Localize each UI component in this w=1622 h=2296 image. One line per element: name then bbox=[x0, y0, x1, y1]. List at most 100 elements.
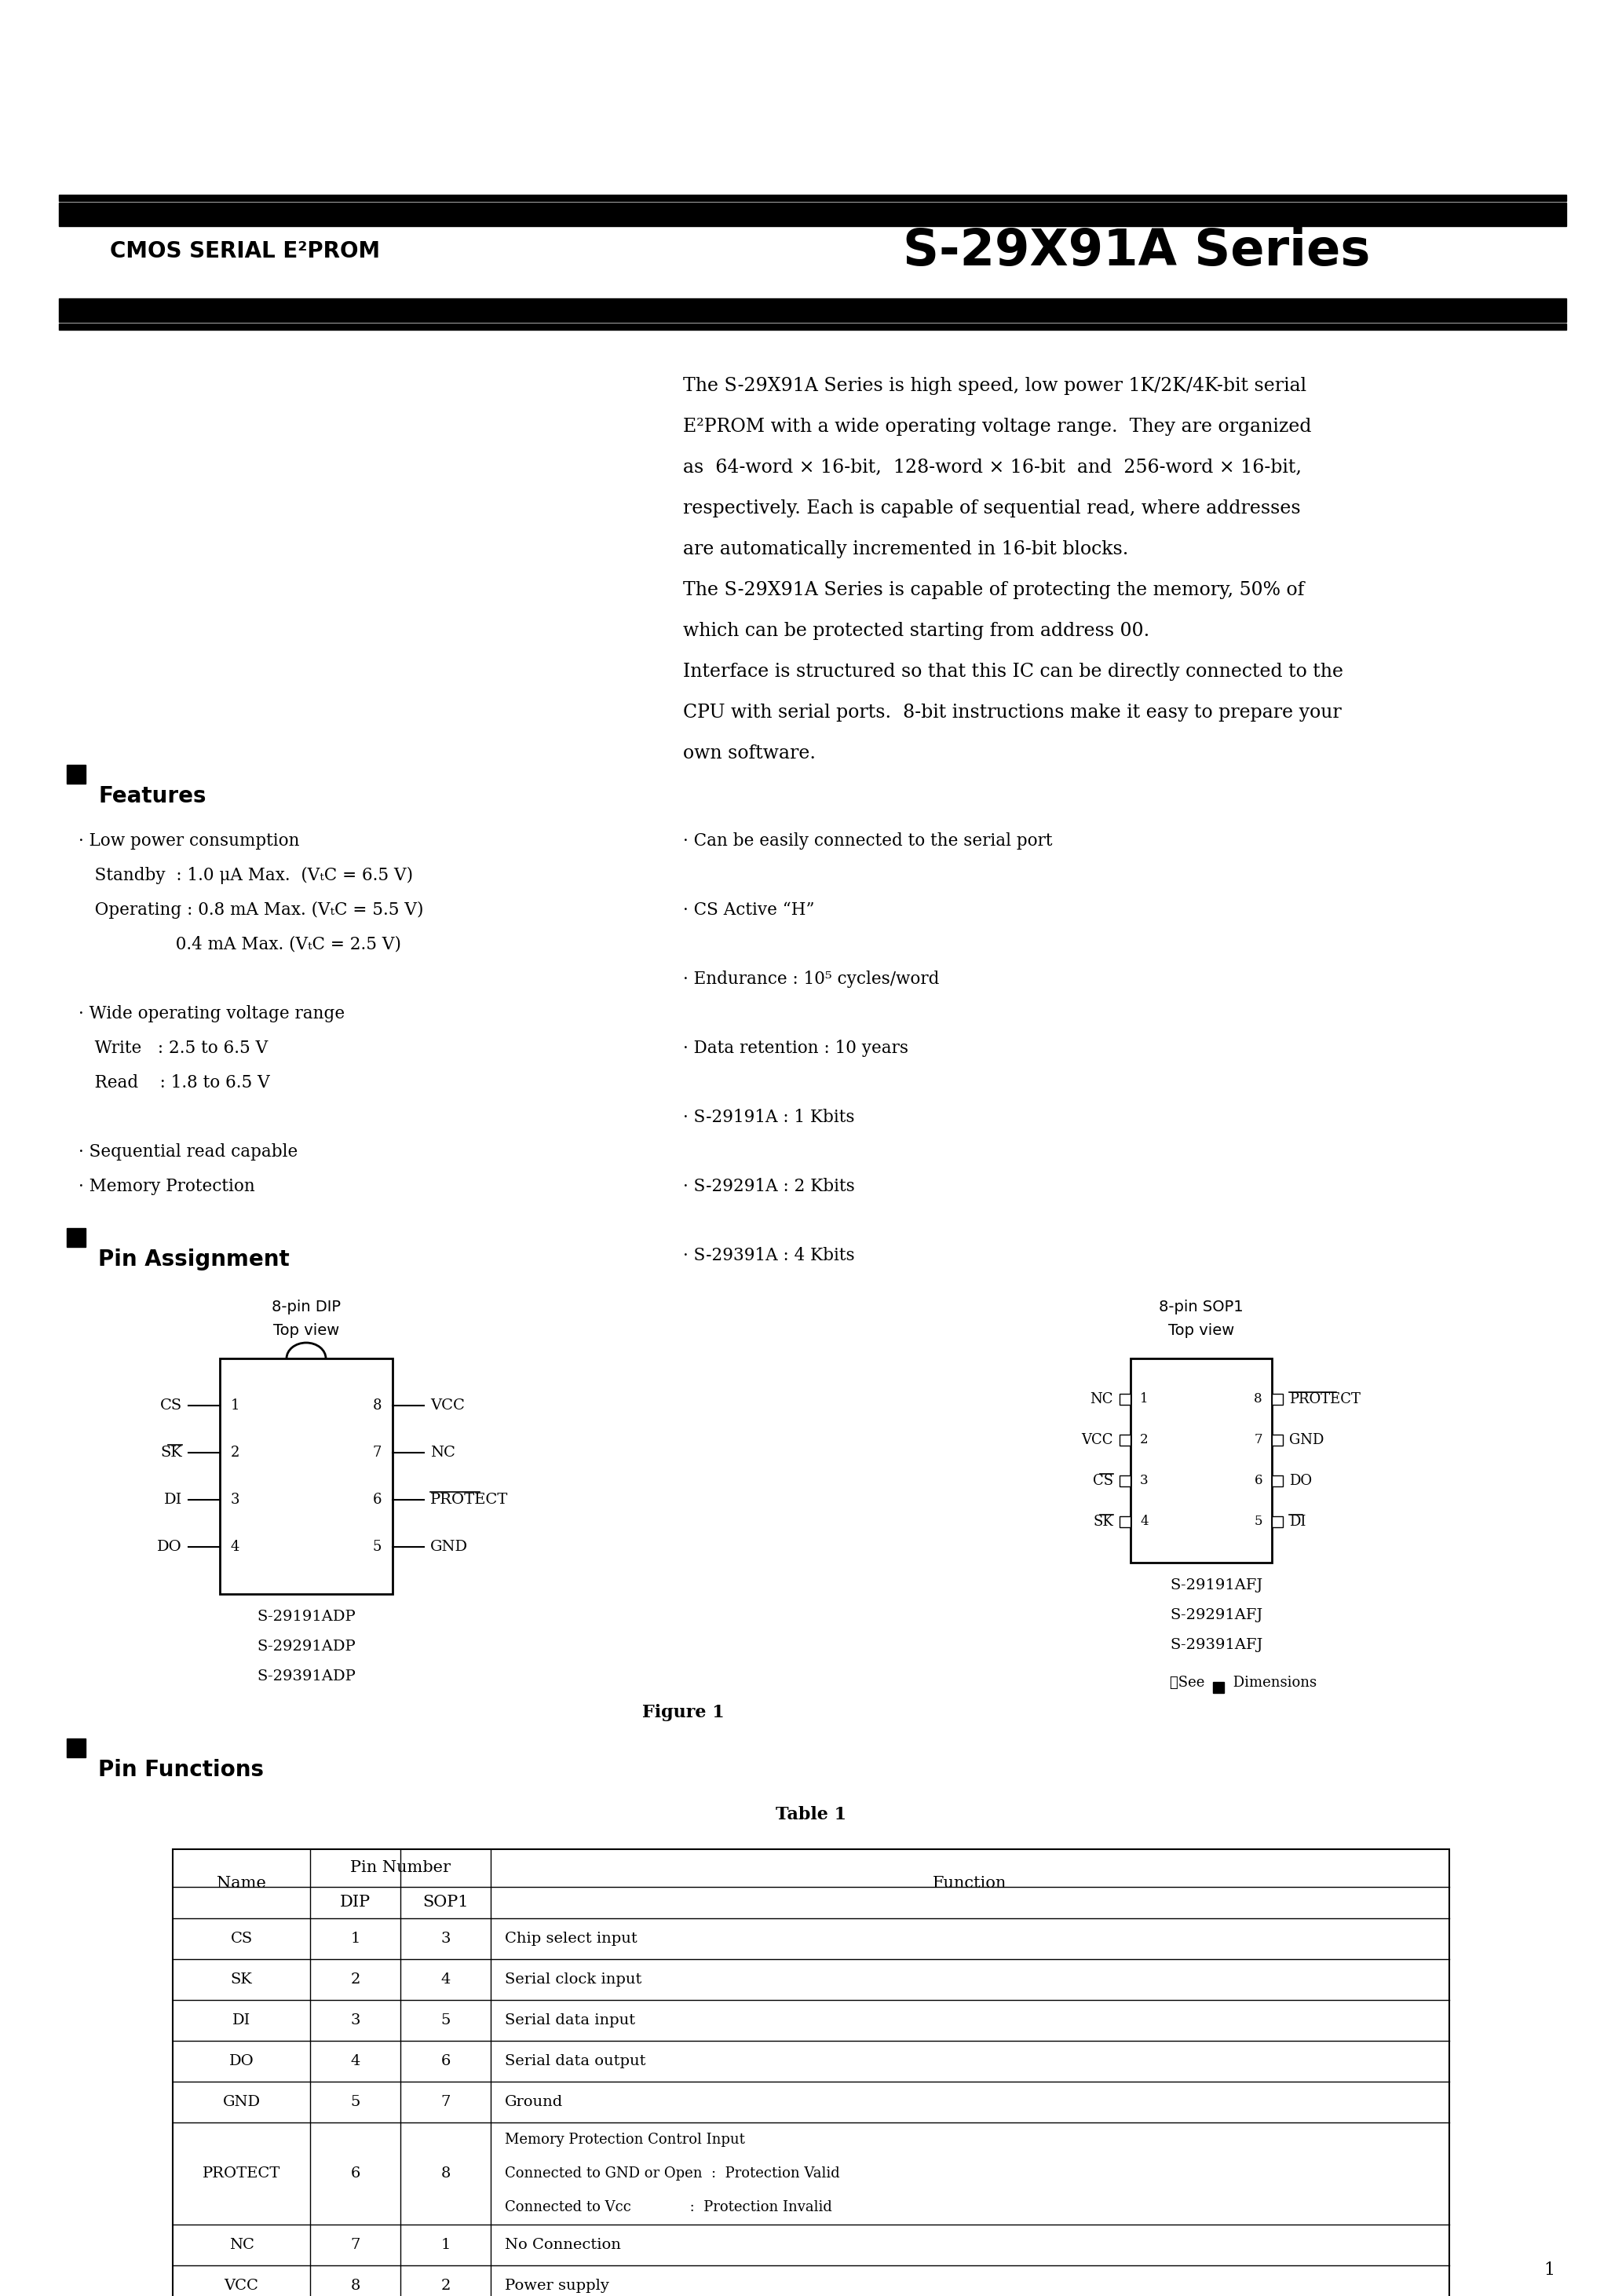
Text: S-29291ADP: S-29291ADP bbox=[256, 1639, 355, 1653]
Text: 6: 6 bbox=[1254, 1474, 1262, 1488]
Text: Serial data output: Serial data output bbox=[504, 2055, 646, 2069]
Bar bbox=[172, 1848, 1450, 2296]
Text: DO: DO bbox=[229, 2055, 255, 2069]
Bar bbox=[1272, 1394, 1283, 1405]
Text: S-29391ADP: S-29391ADP bbox=[256, 1669, 355, 1683]
Text: SOP1: SOP1 bbox=[422, 1894, 469, 1910]
Text: CMOS SERIAL E²PROM: CMOS SERIAL E²PROM bbox=[110, 241, 380, 262]
Text: Write   : 2.5 to 6.5 V: Write : 2.5 to 6.5 V bbox=[78, 1040, 268, 1056]
Text: Function: Function bbox=[933, 1876, 1007, 1892]
Text: Connected to GND or Open  :  Protection Valid: Connected to GND or Open : Protection Va… bbox=[504, 2167, 840, 2181]
Text: 4: 4 bbox=[350, 2055, 360, 2069]
Text: Top view: Top view bbox=[1168, 1322, 1234, 1339]
Text: GND: GND bbox=[430, 1541, 469, 1554]
Text: 6: 6 bbox=[373, 1492, 381, 1506]
Text: S-29391AFJ: S-29391AFJ bbox=[1169, 1637, 1262, 1653]
Text: 2: 2 bbox=[350, 1972, 360, 1986]
Text: Pin Functions: Pin Functions bbox=[99, 1759, 264, 1782]
Text: Name: Name bbox=[217, 1876, 266, 1892]
Text: 5: 5 bbox=[350, 2094, 360, 2110]
Text: 0.4 mA Max. (VₜC = 2.5 V): 0.4 mA Max. (VₜC = 2.5 V) bbox=[78, 937, 401, 953]
Text: 6: 6 bbox=[350, 2167, 360, 2181]
Bar bbox=[1119, 1476, 1131, 1486]
Text: Chip select input: Chip select input bbox=[504, 1931, 637, 1945]
Text: VCC: VCC bbox=[224, 2278, 258, 2294]
Text: 8-pin SOP1: 8-pin SOP1 bbox=[1160, 1300, 1244, 1316]
Text: 8: 8 bbox=[441, 2167, 451, 2181]
Bar bbox=[1131, 1359, 1272, 1564]
Text: The S-29X91A Series is capable of protecting the memory, 50% of: The S-29X91A Series is capable of protec… bbox=[683, 581, 1304, 599]
Text: own software.: own software. bbox=[683, 744, 816, 762]
Text: Features: Features bbox=[99, 785, 206, 808]
Text: PROTECT: PROTECT bbox=[1289, 1391, 1361, 1407]
Text: 3: 3 bbox=[350, 2014, 360, 2027]
Text: 8-pin DIP: 8-pin DIP bbox=[271, 1300, 341, 1316]
Text: 8: 8 bbox=[350, 2278, 360, 2294]
Text: · CS Active “H”: · CS Active “H” bbox=[683, 902, 814, 918]
Text: 2: 2 bbox=[230, 1446, 240, 1460]
Text: · Can be easily connected to the serial port: · Can be easily connected to the serial … bbox=[683, 833, 1053, 850]
Text: S-29191AFJ: S-29191AFJ bbox=[1169, 1577, 1262, 1593]
Text: Connected to Vcc             :  Protection Invalid: Connected to Vcc : Protection Invalid bbox=[504, 2200, 832, 2216]
Bar bbox=[67, 765, 86, 783]
Text: GND: GND bbox=[1289, 1433, 1324, 1446]
Text: SK: SK bbox=[230, 1972, 253, 1986]
Bar bbox=[58, 324, 1567, 331]
Text: 1: 1 bbox=[1140, 1394, 1148, 1405]
Text: 5: 5 bbox=[373, 1541, 381, 1554]
Text: 7: 7 bbox=[1254, 1433, 1262, 1446]
Text: DIP: DIP bbox=[341, 1894, 370, 1910]
Text: S-29291AFJ: S-29291AFJ bbox=[1169, 1607, 1262, 1623]
Bar bbox=[67, 1228, 86, 1247]
Text: DO: DO bbox=[157, 1541, 182, 1554]
Text: · Wide operating voltage range: · Wide operating voltage range bbox=[78, 1006, 345, 1022]
Text: DI: DI bbox=[164, 1492, 182, 1506]
Text: GND: GND bbox=[222, 2094, 260, 2110]
Text: 1: 1 bbox=[350, 1931, 360, 1945]
Text: VCC: VCC bbox=[1082, 1433, 1113, 1446]
Text: DI: DI bbox=[232, 2014, 250, 2027]
Text: 4: 4 bbox=[1140, 1515, 1148, 1529]
Text: as  64-word × 16-bit,  128-word × 16-bit  and  256-word × 16-bit,: as 64-word × 16-bit, 128-word × 16-bit a… bbox=[683, 459, 1302, 478]
Text: Ground: Ground bbox=[504, 2094, 563, 2110]
Bar bbox=[67, 1738, 86, 1756]
Text: E²PROM with a wide operating voltage range.  They are organized: E²PROM with a wide operating voltage ran… bbox=[683, 418, 1312, 436]
Text: The S-29X91A Series is high speed, low power 1K/2K/4K-bit serial: The S-29X91A Series is high speed, low p… bbox=[683, 377, 1306, 395]
Text: Table 1: Table 1 bbox=[775, 1807, 847, 1823]
Text: Pin Number: Pin Number bbox=[350, 1860, 451, 1876]
Bar bbox=[1119, 1515, 1131, 1527]
Bar bbox=[58, 195, 1567, 202]
Bar bbox=[1272, 1476, 1283, 1486]
Text: 2: 2 bbox=[1140, 1433, 1148, 1446]
Bar bbox=[58, 202, 1567, 225]
Text: DO: DO bbox=[1289, 1474, 1312, 1488]
Text: NC: NC bbox=[229, 2239, 255, 2252]
Text: Operating : 0.8 mA Max. (VₜC = 5.5 V): Operating : 0.8 mA Max. (VₜC = 5.5 V) bbox=[78, 902, 423, 918]
Text: · S-29391A : 4 Kbits: · S-29391A : 4 Kbits bbox=[683, 1247, 855, 1265]
Text: Serial clock input: Serial clock input bbox=[504, 1972, 642, 1986]
Bar bbox=[1119, 1435, 1131, 1446]
Text: which can be protected starting from address 00.: which can be protected starting from add… bbox=[683, 622, 1150, 641]
Text: 1: 1 bbox=[230, 1398, 240, 1412]
Text: CS: CS bbox=[230, 1931, 253, 1945]
Text: ※See: ※See bbox=[1169, 1676, 1208, 1690]
Bar bbox=[1272, 1515, 1283, 1527]
Text: Figure 1: Figure 1 bbox=[642, 1704, 723, 1722]
Text: · S-29191A : 1 Kbits: · S-29191A : 1 Kbits bbox=[683, 1109, 855, 1125]
Text: · Data retention : 10 years: · Data retention : 10 years bbox=[683, 1040, 908, 1056]
Text: CS: CS bbox=[161, 1398, 182, 1412]
Text: PROTECT: PROTECT bbox=[203, 2167, 281, 2181]
Text: Pin Assignment: Pin Assignment bbox=[99, 1249, 289, 1270]
Text: · Endurance : 10⁵ cycles/word: · Endurance : 10⁵ cycles/word bbox=[683, 971, 939, 987]
Text: CPU with serial ports.  8-bit instructions make it easy to prepare your: CPU with serial ports. 8-bit instruction… bbox=[683, 703, 1341, 721]
Text: S-29191ADP: S-29191ADP bbox=[256, 1609, 355, 1623]
Text: DI: DI bbox=[1289, 1515, 1306, 1529]
Text: · Low power consumption: · Low power consumption bbox=[78, 833, 300, 850]
Text: Power supply: Power supply bbox=[504, 2278, 610, 2294]
Text: SK: SK bbox=[161, 1446, 182, 1460]
Text: 3: 3 bbox=[441, 1931, 451, 1945]
Text: 4: 4 bbox=[230, 1541, 240, 1554]
Text: VCC: VCC bbox=[430, 1398, 464, 1412]
Text: Memory Protection Control Input: Memory Protection Control Input bbox=[504, 2133, 744, 2147]
Text: Interface is structured so that this IC can be directly connected to the: Interface is structured so that this IC … bbox=[683, 664, 1343, 682]
